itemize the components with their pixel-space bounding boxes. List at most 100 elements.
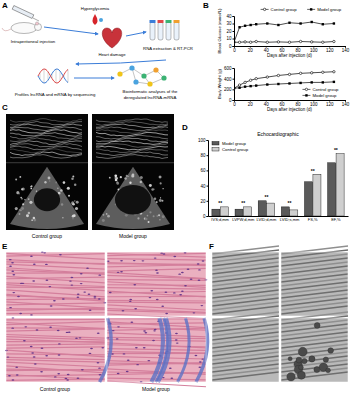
nucleus <box>11 327 14 328</box>
axis: 020406080100 <box>198 138 209 219</box>
tick-mark <box>207 201 209 202</box>
myofibril <box>212 274 279 282</box>
data-point <box>234 41 235 43</box>
myofibril <box>212 324 279 332</box>
speckle <box>157 215 158 216</box>
data-point <box>266 41 268 43</box>
speckle <box>21 198 23 200</box>
nucleus <box>54 376 57 377</box>
speckle <box>71 178 74 181</box>
nucleus <box>129 301 132 302</box>
nucleus <box>184 252 187 253</box>
myofibril <box>212 278 279 286</box>
myofibril <box>212 360 279 368</box>
echo-image <box>6 114 88 230</box>
chart-title: Echocardiographic <box>257 131 299 137</box>
nucleus <box>181 272 184 273</box>
tick-label: 400 <box>224 77 232 82</box>
speckle <box>73 214 76 217</box>
nucleus <box>11 262 14 263</box>
myofibril <box>281 312 348 320</box>
myofibril <box>281 298 348 306</box>
m-mode-trace <box>96 124 168 128</box>
nucleus <box>120 271 123 272</box>
fibrosis <box>158 318 170 382</box>
dna-rung <box>52 74 53 79</box>
tick: 40 <box>200 184 208 189</box>
figure: ABCDEFIntraperitoneal injectionHyperglyc… <box>0 0 351 400</box>
nucleus <box>9 259 12 260</box>
fiber <box>6 379 105 381</box>
speckle <box>160 197 161 198</box>
tick: 80 <box>295 100 301 107</box>
image-bg <box>6 114 88 230</box>
legend-line <box>261 9 269 10</box>
fiber <box>6 309 105 310</box>
data-point <box>288 73 290 75</box>
speckle <box>19 176 21 178</box>
fiber <box>107 253 206 255</box>
tick-mark <box>207 216 209 217</box>
speckle <box>26 214 29 217</box>
data-point <box>288 82 290 84</box>
dna-rung <box>64 74 65 77</box>
tick-label: 80 <box>295 102 301 107</box>
fiber <box>107 322 206 328</box>
nucleus <box>130 322 133 323</box>
nucleus <box>154 257 157 258</box>
arrow <box>126 32 146 36</box>
speckle <box>19 209 21 211</box>
annotation: ** <box>218 200 222 206</box>
data-point <box>249 79 251 81</box>
fiber <box>107 343 206 348</box>
nucleus <box>152 340 155 341</box>
speckle <box>161 200 163 202</box>
data-point <box>255 84 257 86</box>
bar-chart: EchocardiographicIVS;d,mmLVPW;d,mmLVID;d… <box>198 131 349 222</box>
fiber <box>6 262 105 264</box>
image-bg <box>212 252 279 316</box>
speckle <box>63 181 66 184</box>
myofibril <box>212 302 279 310</box>
data-point <box>234 87 235 89</box>
annotation: ** <box>334 147 338 153</box>
fiber <box>107 356 206 359</box>
tick-label: LVID;d,mm <box>257 217 277 222</box>
axis-line <box>233 69 235 101</box>
speckle <box>72 218 73 219</box>
nucleus <box>77 293 80 294</box>
nucleus <box>9 266 12 267</box>
fibrosis <box>100 318 112 382</box>
echo-fan <box>10 167 84 229</box>
nucleus <box>161 305 164 306</box>
tick-label: 20 <box>248 102 254 107</box>
axis-title: Blood Glucose (mmol/L) <box>217 8 222 54</box>
tick-mark <box>233 79 235 80</box>
image-frame <box>212 252 279 316</box>
nucleus <box>116 338 119 339</box>
myofibril <box>281 316 348 324</box>
speckle <box>15 179 17 181</box>
nucleus <box>176 342 179 343</box>
myofibril <box>212 262 279 270</box>
speckle <box>74 184 77 187</box>
speckle <box>159 175 162 178</box>
fiber <box>107 284 206 286</box>
speckle <box>75 207 78 210</box>
speckle <box>21 188 23 190</box>
myofibril <box>281 262 348 270</box>
data-point <box>299 22 301 24</box>
tick: 100 <box>310 100 318 107</box>
tick: 20 <box>248 46 254 53</box>
m-mode-trace <box>10 135 82 139</box>
tick-label: 120 <box>326 102 334 107</box>
nucleus <box>173 292 176 293</box>
legend-marker <box>305 94 307 96</box>
fiber <box>6 347 105 348</box>
heart <box>102 28 121 48</box>
nucleus <box>165 291 168 292</box>
m-mode-trace <box>96 155 168 159</box>
tick-label: 40 <box>264 102 270 107</box>
myofibril <box>212 364 279 372</box>
bar <box>328 163 336 216</box>
